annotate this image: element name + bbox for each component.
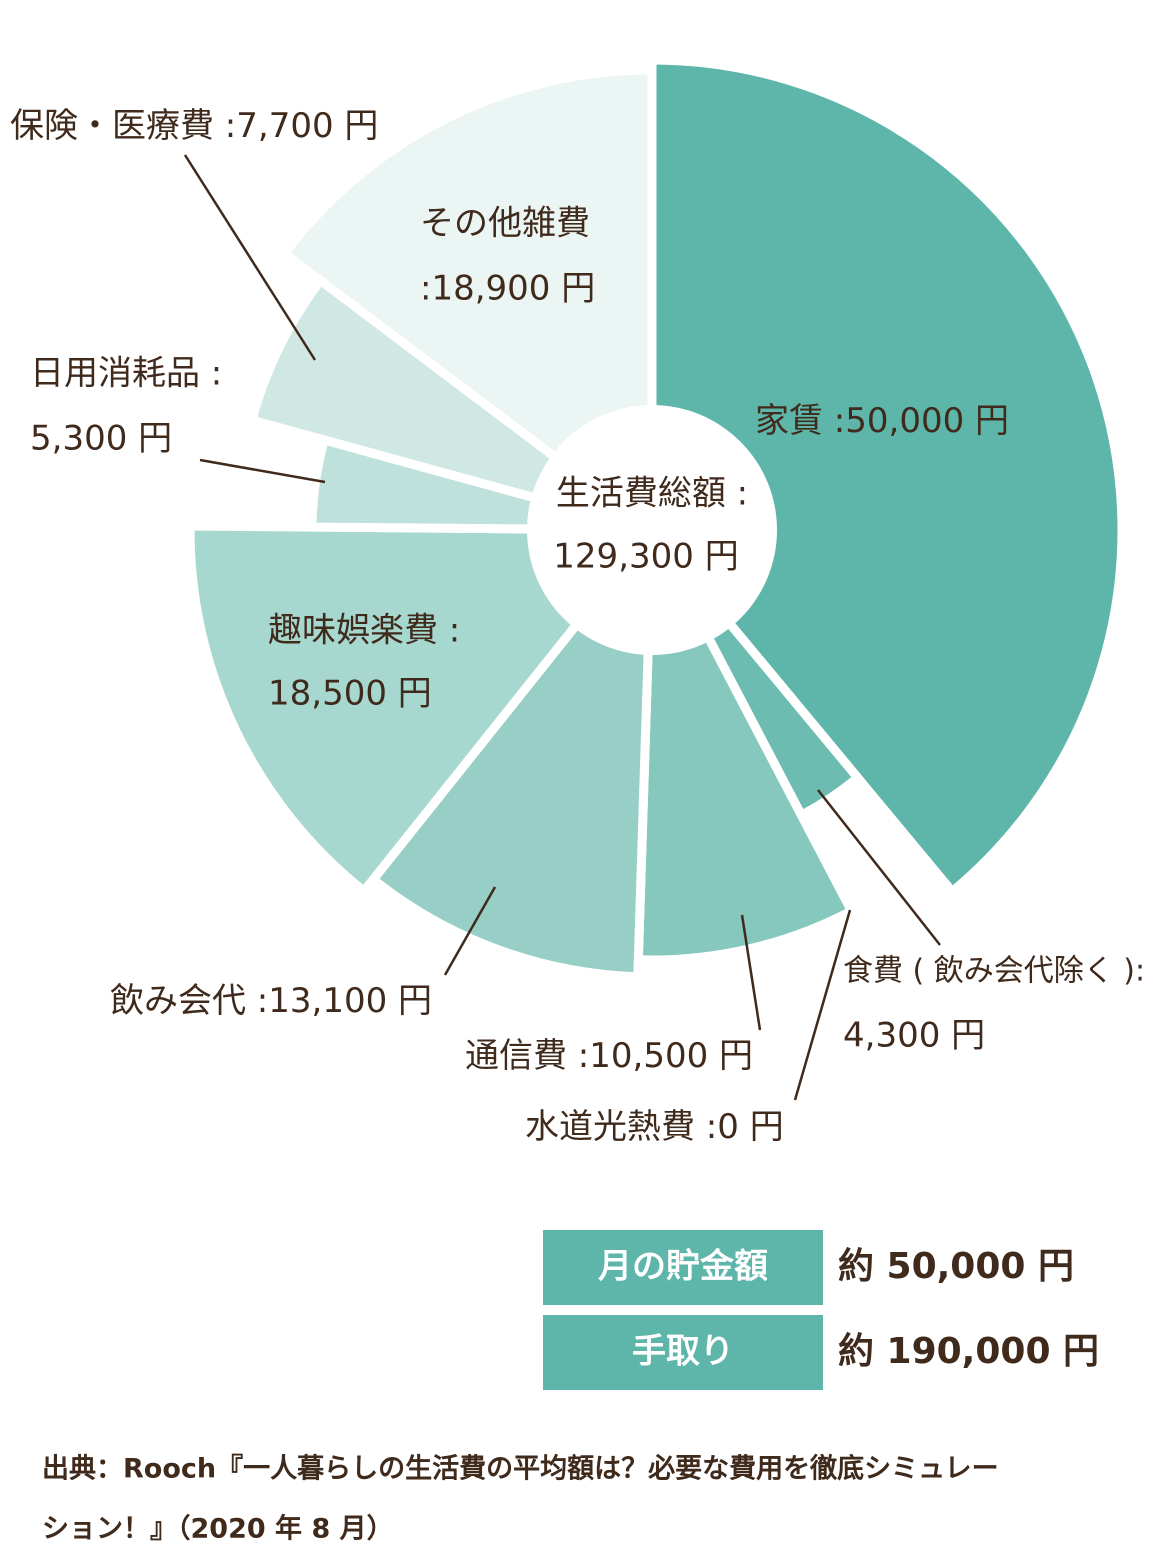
summary-label: 手取り	[632, 1332, 734, 1372]
value-label: :18,900 円	[420, 269, 595, 309]
category-label: 保険・医療費 :	[10, 106, 236, 146]
category-label: 趣味娯楽費 :	[268, 611, 460, 651]
leader-line	[443, 886, 497, 976]
source: ション！』（2020 年 8 月）	[42, 1513, 394, 1545]
value-label: 4,300 円	[843, 1016, 985, 1056]
total-label: 129,300 円	[553, 537, 738, 577]
category-label: その他雑費	[420, 204, 590, 244]
center-label: 生活費総額 :	[556, 474, 748, 514]
wedge	[366, 516, 657, 982]
value-label: 13,100 円	[268, 981, 432, 1021]
value-label: 7,700 円	[236, 106, 378, 146]
leader-line	[817, 789, 941, 946]
leader-line	[183, 154, 317, 361]
leader-lines	[183, 154, 941, 1101]
summary-value: 約 190,000 円	[838, 1331, 1099, 1372]
category-label: 通信費 :	[465, 1036, 589, 1076]
wedge	[185, 521, 662, 898]
summary: 月の貯金額 手取り 約 50,000 円 約 190,000 円	[543, 1230, 1099, 1390]
value-label: 0 円	[717, 1107, 783, 1147]
category-label: 食費 ( 飲み会代除く ):	[843, 954, 1145, 989]
slice-label: 保険・医療費 :7,700 円	[10, 106, 378, 146]
wedge	[278, 65, 657, 540]
summary-label: 月の貯金額	[598, 1247, 768, 1287]
summary-box	[543, 1230, 823, 1305]
category-label: 飲み会代 :	[110, 981, 268, 1021]
value-label: 10,500 円	[589, 1036, 753, 1076]
wedge	[647, 55, 1127, 898]
donut-hole	[527, 405, 777, 655]
slice-label: 家賃 :50,000 円	[755, 401, 1009, 441]
slice-label: 飲み会代 :13,100 円	[110, 981, 432, 1021]
leader-line	[793, 909, 852, 1101]
category-label: 水道光熱費 :	[525, 1107, 717, 1147]
value-label: 5,300 円	[30, 419, 172, 459]
category-label: 日用消耗品 :	[30, 354, 222, 394]
category-label: 家賃 :	[755, 401, 845, 441]
leader-line	[740, 914, 762, 1031]
slice-label: 水道光熱費 :0 円	[525, 1107, 784, 1147]
slice-label: 通信費 :10,500 円	[465, 1036, 753, 1076]
leader-line	[199, 458, 326, 484]
summary-box	[543, 1315, 823, 1390]
value-label: 50,000 円	[845, 401, 1009, 441]
source: 出典：Rooch『一人暮らしの生活費の平均額は？必要な費用を徹底シミュレー	[42, 1453, 999, 1485]
value-label: 18,500 円	[268, 674, 432, 714]
summary-value: 約 50,000 円	[838, 1246, 1074, 1287]
